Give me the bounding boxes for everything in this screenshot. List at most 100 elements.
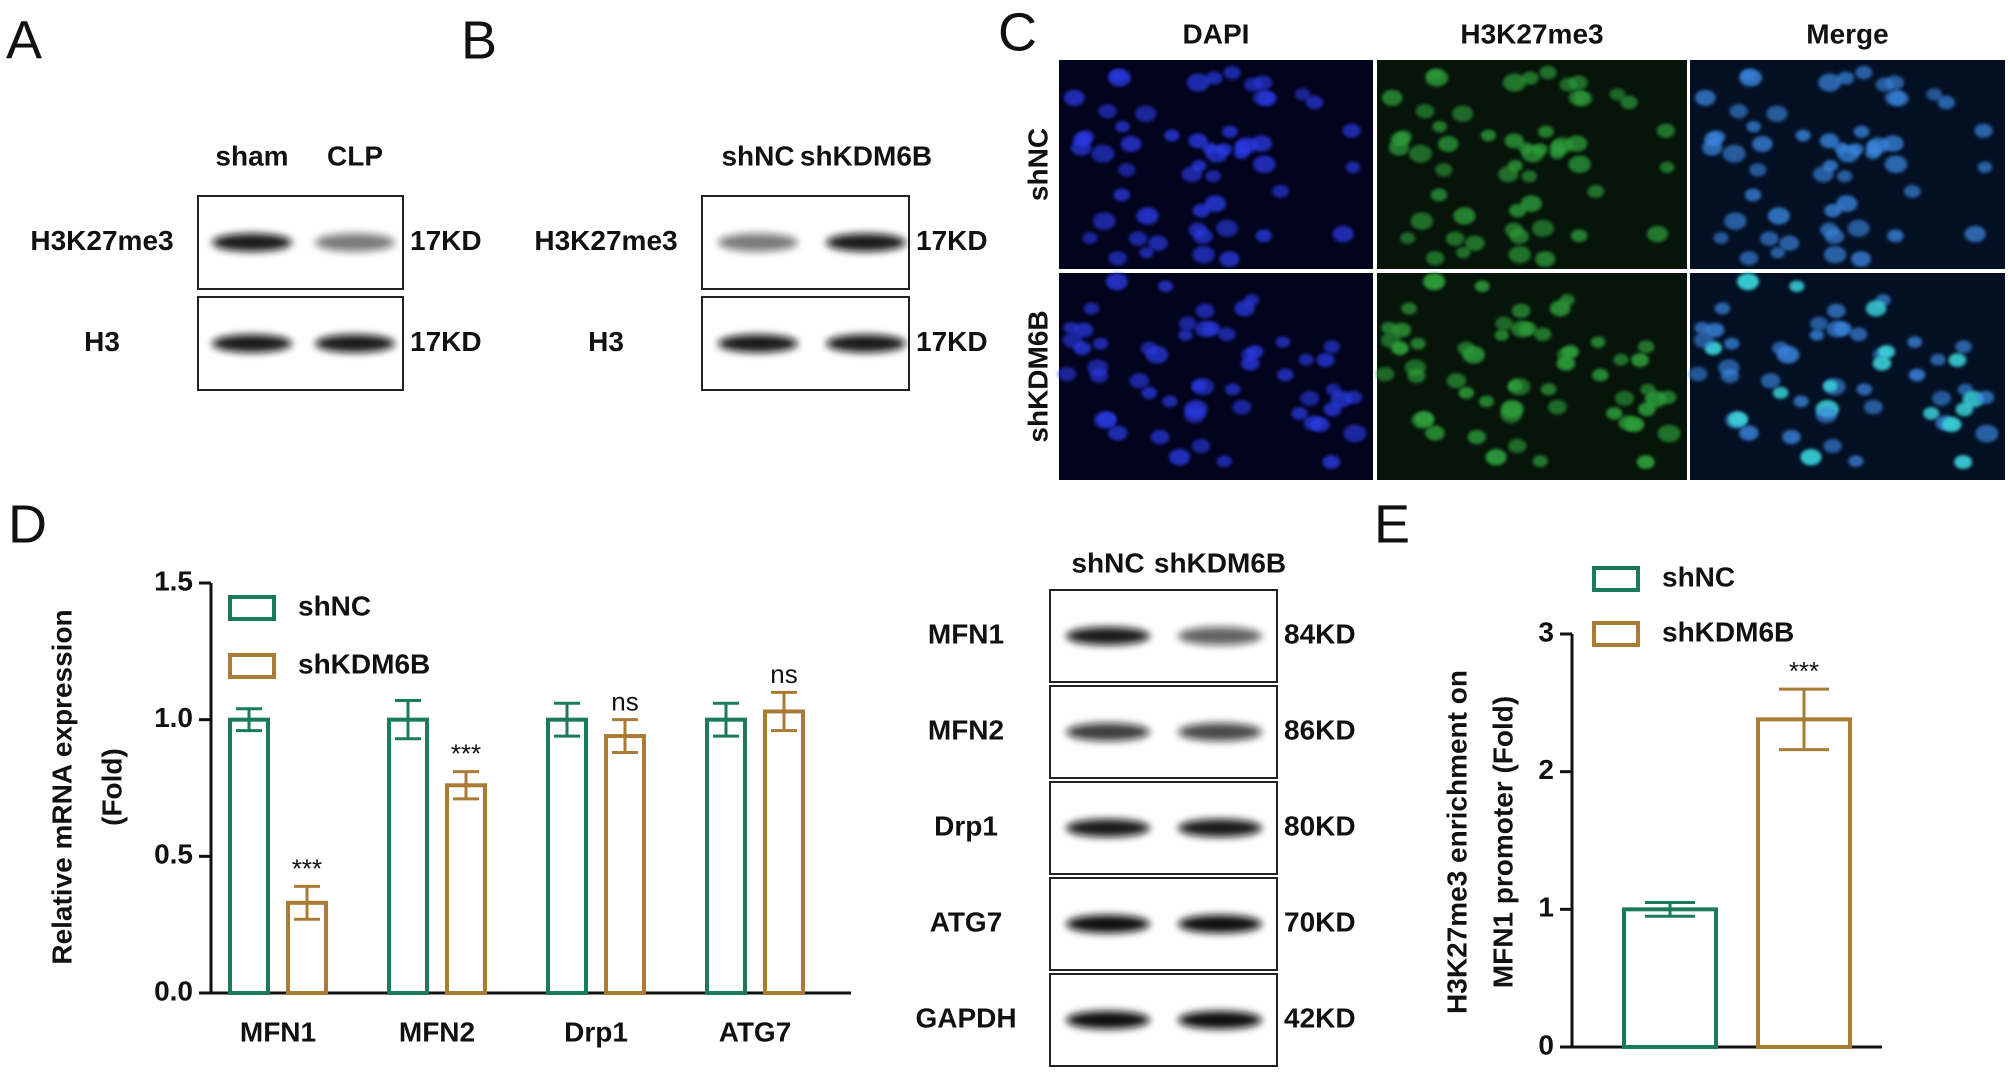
nucleus: [1253, 89, 1274, 106]
size-label: 17KD: [410, 225, 482, 256]
nucleus: [1739, 251, 1759, 266]
y-tick-label: 1.5: [154, 565, 193, 596]
legend-swatch: [228, 653, 276, 679]
nucleus: [1195, 303, 1215, 319]
nucleus: [1976, 390, 1995, 405]
nucleus: [1837, 71, 1855, 85]
nucleus: [1826, 303, 1846, 319]
nucleus: [1425, 425, 1445, 441]
nucleus: [1521, 170, 1537, 183]
band: [1178, 627, 1262, 645]
nucleus: [1193, 228, 1213, 245]
nucleus: [1216, 219, 1239, 237]
nucleus: [1746, 120, 1762, 133]
nucleus: [1884, 89, 1906, 106]
legend-label: shKDM6B: [1662, 616, 1794, 647]
nucleus: [1342, 123, 1361, 138]
column-header: DAPI: [1183, 18, 1250, 49]
nucleus: [1714, 302, 1731, 315]
nucleus: [1452, 105, 1474, 122]
lane-label: shKDM6B: [800, 140, 932, 171]
nucleus: [1092, 337, 1109, 350]
y-tick-label: 0.5: [154, 839, 193, 870]
panel-label: C: [998, 2, 1037, 62]
nucleus: [1148, 235, 1168, 251]
nucleus: [1178, 329, 1193, 341]
nucleus: [1415, 104, 1435, 119]
size-label: 17KD: [916, 225, 988, 256]
nucleus: [1540, 383, 1557, 396]
nucleus: [1613, 353, 1629, 366]
micrograph: [1059, 60, 1373, 269]
nucleus: [1480, 129, 1496, 142]
nucleus: [1548, 399, 1567, 415]
nucleus: [1241, 356, 1260, 371]
nucleus: [1087, 359, 1109, 376]
band: [212, 334, 292, 353]
nucleus: [1656, 123, 1675, 138]
nucleus: [1570, 229, 1588, 243]
legend-swatch: [228, 595, 276, 621]
nucleus: [1620, 95, 1638, 110]
band: [1178, 723, 1262, 741]
nucleus: [1568, 155, 1591, 174]
legend-label: shNC: [1662, 561, 1735, 592]
nucleus: [1887, 229, 1904, 243]
nucleus: [1298, 353, 1314, 366]
nucleus: [1534, 327, 1552, 342]
nucleus: [1520, 195, 1543, 212]
band: [1066, 915, 1150, 933]
nucleus: [1930, 353, 1946, 366]
nucleus: [1724, 337, 1740, 350]
bar: [387, 717, 429, 996]
nucleus: [1178, 316, 1197, 331]
nucleus: [1855, 65, 1873, 80]
nucleus: [1826, 320, 1848, 338]
nucleus: [1508, 438, 1527, 454]
error-bar: [1779, 687, 1829, 752]
nucleus: [1136, 207, 1159, 225]
nucleus: [1093, 212, 1116, 230]
protein-label: Drp1: [934, 810, 998, 841]
bar: [763, 709, 805, 995]
bar: [1756, 717, 1852, 1049]
nucleus: [1693, 332, 1714, 348]
lane-label: sham: [215, 140, 288, 171]
nucleus: [1865, 300, 1887, 317]
y-axis-label: MFN1 promoter (Fold): [1487, 696, 1518, 988]
nucleus: [1819, 133, 1840, 149]
nucleus: [1120, 135, 1142, 152]
band: [315, 334, 395, 353]
nucleus: [1705, 322, 1725, 338]
nucleus: [1782, 429, 1801, 445]
band: [826, 334, 906, 353]
lane-label: CLP: [327, 140, 383, 171]
nucleus: [1410, 337, 1426, 350]
nucleus: [1875, 77, 1894, 92]
nucleus: [1823, 438, 1842, 454]
error-bar: [395, 699, 421, 741]
nucleus: [1606, 407, 1623, 420]
protein-label: MFN2: [928, 714, 1004, 745]
nucleus: [1098, 104, 1117, 119]
nucleus: [1856, 383, 1873, 396]
protein-label: H3K27me3: [30, 225, 173, 256]
size-label: 84KD: [1284, 618, 1356, 649]
nucleus: [1587, 184, 1605, 198]
nucleus: [1749, 163, 1767, 177]
nucleus: [1657, 424, 1681, 443]
nucleus: [1824, 228, 1845, 245]
nucleus: [1977, 161, 1993, 174]
nucleus: [1223, 65, 1241, 80]
nucleus: [1509, 228, 1529, 245]
nucleus: [1760, 231, 1779, 246]
nucleus: [1728, 411, 1748, 427]
nucleus: [1818, 73, 1842, 92]
panel-label: D: [8, 494, 47, 554]
panel-label: B: [461, 10, 497, 70]
y-tick-label: 3: [1538, 616, 1554, 647]
nucleus: [1135, 105, 1157, 122]
band: [212, 233, 292, 252]
nucleus: [1847, 219, 1870, 237]
